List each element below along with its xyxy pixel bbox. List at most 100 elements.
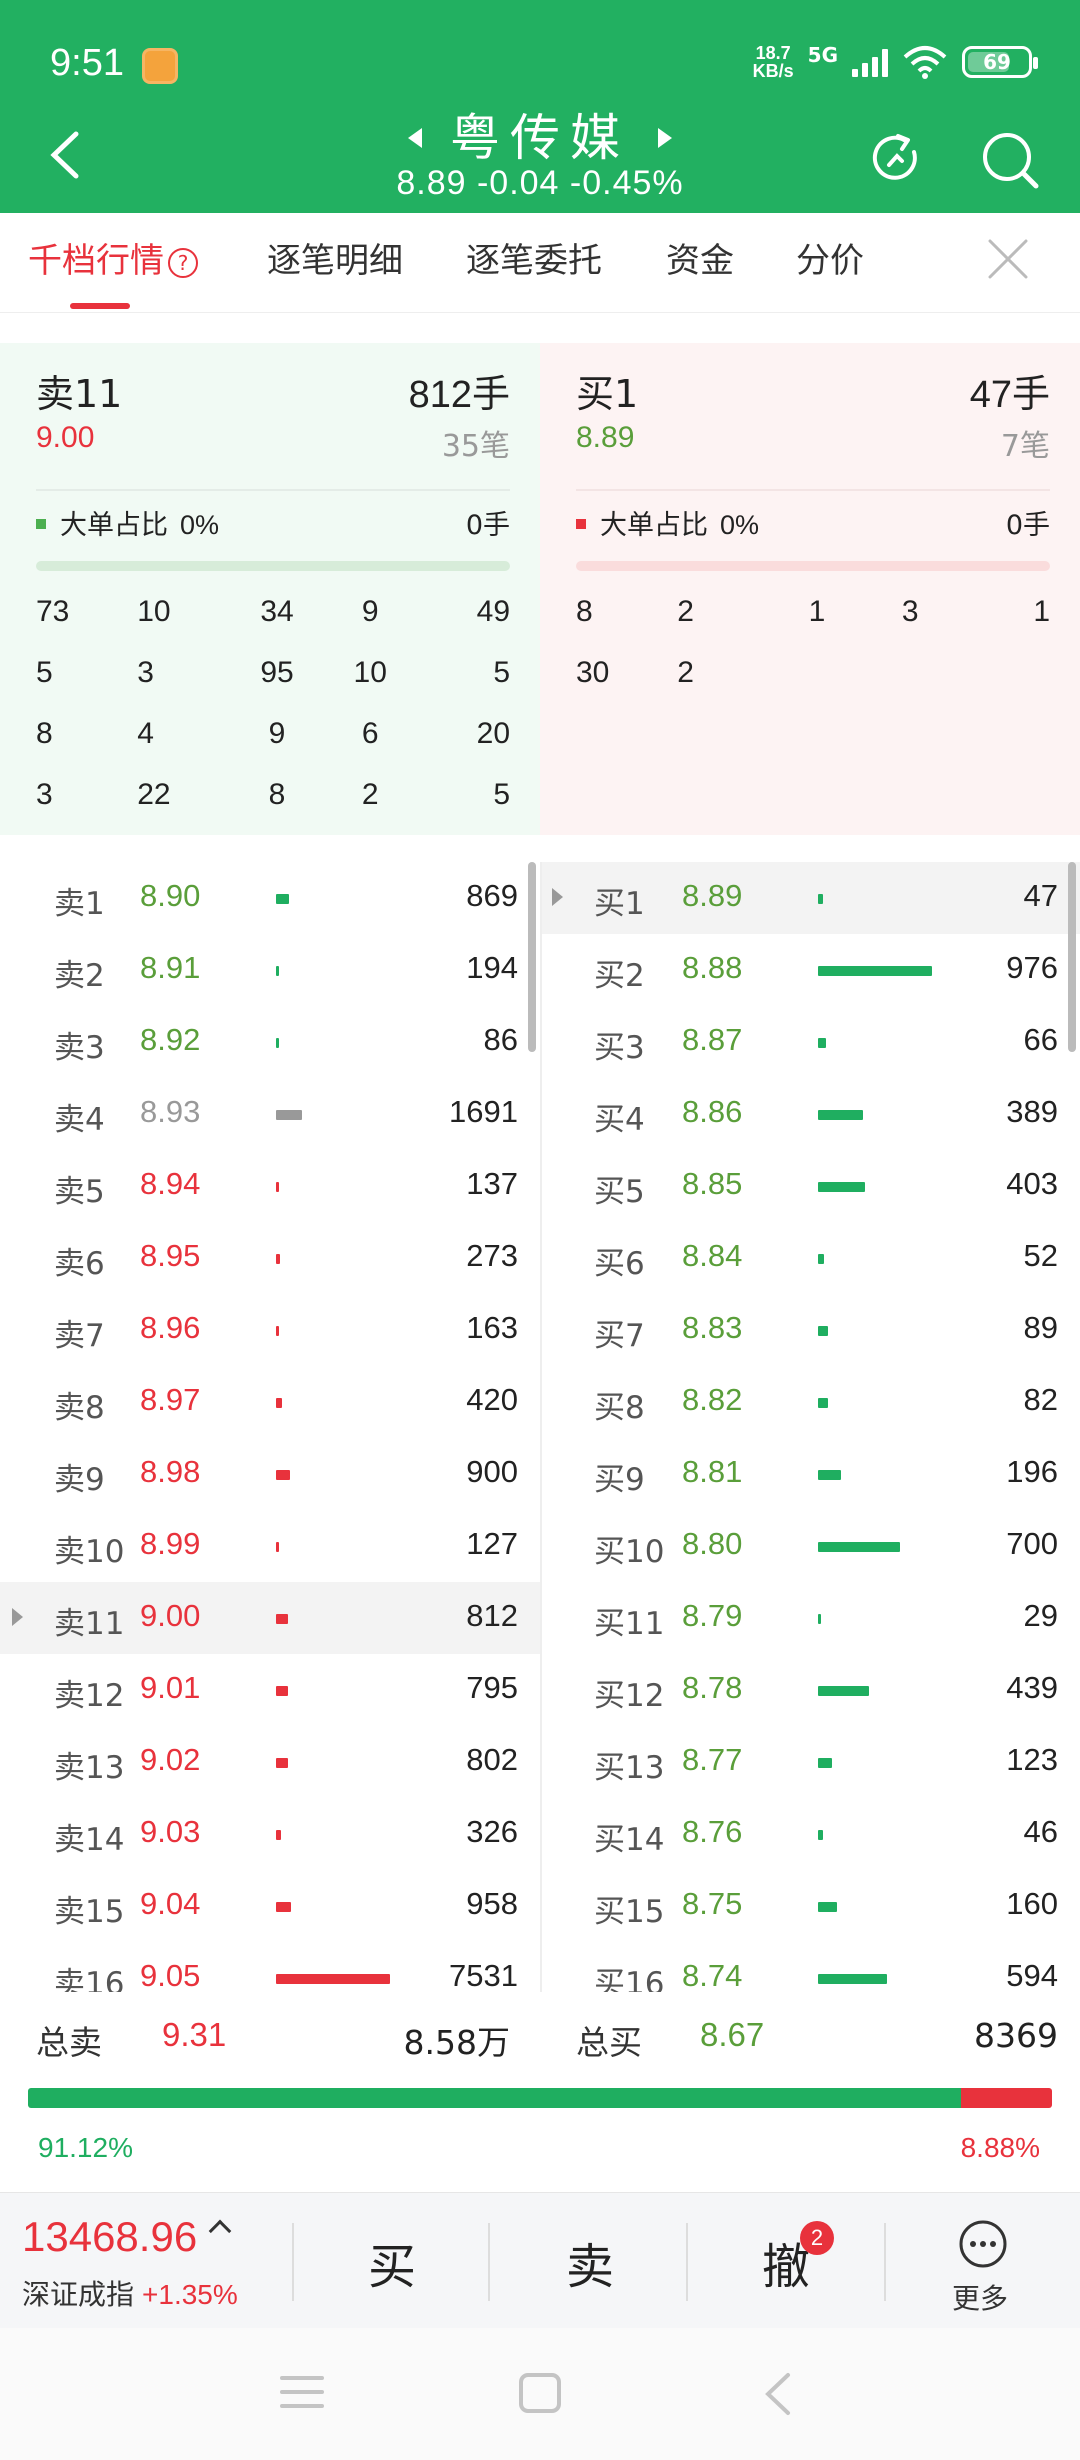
level-price: 8.77 <box>682 1742 743 1777</box>
refresh-icon[interactable] <box>868 130 924 186</box>
order-book-row[interactable]: 买13 8.77 123 <box>542 1726 1080 1798</box>
order-book-row[interactable]: 卖8 8.97 420 <box>0 1366 540 1438</box>
level-label: 卖3 <box>54 1030 105 1066</box>
order-book-row[interactable]: 买9 8.81 196 <box>542 1438 1080 1510</box>
level-label: 买13 <box>594 1750 665 1786</box>
next-stock-arrow-icon[interactable] <box>658 128 672 148</box>
big-order-label: 大单占比 0% <box>600 510 760 541</box>
sell-panel-count: 35笔 <box>441 429 510 464</box>
level-volume: 700 <box>1006 1526 1058 1561</box>
buy-panel-volume: 47手 <box>969 374 1050 416</box>
divider <box>576 489 1050 491</box>
order-book-row[interactable]: 买11 8.79 29 <box>542 1582 1080 1654</box>
order-book-row[interactable]: 卖16 9.05 7531 <box>0 1942 540 1992</box>
home-icon[interactable] <box>518 2372 562 2414</box>
system-nav-bar <box>0 2328 1080 2460</box>
order-book-row[interactable]: 买7 8.83 89 <box>542 1294 1080 1366</box>
tab-tick-orders[interactable]: 逐笔委托 <box>466 241 602 281</box>
order-book-row[interactable]: 卖6 8.95 273 <box>0 1222 540 1294</box>
grid-row: 8 4 9 6 20 <box>36 717 510 778</box>
order-book-row[interactable]: 卖13 9.02 802 <box>0 1726 540 1798</box>
order-book-row[interactable]: 买12 8.78 439 <box>542 1654 1080 1726</box>
divider <box>36 489 510 491</box>
sell-scrollbar[interactable] <box>528 862 536 1052</box>
sell-order-book[interactable]: 卖1 8.90 869 卖2 8.91 194 卖3 8.92 86 卖4 8.93 1691 卖5 8.… <box>0 862 540 1992</box>
big-order-dot-icon <box>36 519 46 529</box>
level-volume: 52 <box>1023 1238 1058 1273</box>
order-book-row[interactable]: 买14 8.76 46 <box>542 1798 1080 1870</box>
level-volume: 958 <box>466 1886 518 1921</box>
close-icon[interactable] <box>986 237 1030 281</box>
level-volume: 795 <box>466 1670 518 1705</box>
search-icon[interactable] <box>980 130 1040 190</box>
cancel-badge: 2 <box>800 2221 834 2255</box>
tab-tick-detail[interactable]: 逐笔明细 <box>267 241 403 281</box>
cancel-order-button[interactable]: 撤 <box>762 2239 811 2295</box>
level-label: 买16 <box>594 1966 665 1992</box>
level-volume: 66 <box>1023 1022 1058 1057</box>
order-book-row[interactable]: 卖10 8.99 127 <box>0 1510 540 1582</box>
order-book-row[interactable]: 买6 8.84 52 <box>542 1222 1080 1294</box>
order-book-row[interactable]: 卖1 8.90 869 <box>0 862 540 934</box>
total-sell-price: 9.31 <box>162 2016 227 2053</box>
buy-sell-ratio-bar <box>28 2088 1052 2108</box>
level-price: 8.84 <box>682 1238 743 1273</box>
order-count-cell: 95 <box>260 656 294 689</box>
order-book-row[interactable]: 买15 8.75 160 <box>542 1870 1080 1942</box>
level-price: 9.00 <box>140 1598 201 1633</box>
level-price: 8.98 <box>140 1454 201 1489</box>
order-book-row[interactable]: 卖9 8.98 900 <box>0 1438 540 1510</box>
level-volume: 196 <box>1006 1454 1058 1489</box>
order-book-row[interactable]: 卖4 8.93 1691 <box>0 1078 540 1150</box>
volume-bar <box>276 1902 291 1912</box>
level-price: 8.83 <box>682 1310 743 1345</box>
level-label: 卖13 <box>54 1750 125 1786</box>
order-book-row[interactable]: 卖7 8.96 163 <box>0 1294 540 1366</box>
buy-scrollbar[interactable] <box>1068 862 1076 1052</box>
tab-depth[interactable]: 千档行情? <box>28 233 198 282</box>
sell-button[interactable]: 卖 <box>566 2239 615 2295</box>
more-button-label[interactable]: 更多 <box>952 2282 1009 2315</box>
volume-bar <box>818 894 824 904</box>
buy-panel-label: 买1 <box>576 372 639 416</box>
level-label: 卖2 <box>54 958 105 994</box>
order-book-row[interactable]: 买4 8.86 389 <box>542 1078 1080 1150</box>
level-volume: 869 <box>466 878 518 913</box>
tab-funds[interactable]: 资金 <box>666 241 734 281</box>
stock-quote: 8.89 -0.04 -0.45% <box>396 164 684 202</box>
order-book-row[interactable]: 买1 8.89 47 <box>542 862 1080 934</box>
back-button[interactable] <box>46 130 86 179</box>
order-book-row[interactable]: 卖12 9.01 795 <box>0 1654 540 1726</box>
level-volume: 123 <box>1006 1742 1058 1777</box>
level-label: 买2 <box>594 958 645 994</box>
order-book-row[interactable]: 买8 8.82 82 <box>542 1366 1080 1438</box>
nav-back-icon[interactable] <box>762 2372 792 2416</box>
volume-bar <box>818 1902 837 1912</box>
order-book-row[interactable]: 卖2 8.91 194 <box>0 934 540 1006</box>
prev-stock-arrow-icon[interactable] <box>408 128 422 148</box>
more-icon[interactable] <box>958 2219 1008 2269</box>
order-count-cell: 3 <box>36 778 53 811</box>
order-book-row[interactable]: 卖15 9.04 958 <box>0 1870 540 1942</box>
help-icon[interactable]: ? <box>168 247 198 278</box>
volume-bar <box>818 1398 828 1408</box>
level-volume: 46 <box>1023 1814 1058 1849</box>
buy-order-book[interactable]: 买1 8.89 47 买2 8.88 976 买3 8.87 66 买4 8.86 389 买5 8.85… <box>540 862 1080 1992</box>
order-book-row[interactable]: 买2 8.88 976 <box>542 934 1080 1006</box>
order-book-row[interactable]: 买3 8.87 66 <box>542 1006 1080 1078</box>
level-label: 卖8 <box>54 1390 105 1426</box>
order-book-row[interactable]: 买16 8.74 594 <box>542 1942 1080 1992</box>
order-book-row[interactable]: 买5 8.85 403 <box>542 1150 1080 1222</box>
tab-price-dist[interactable]: 分价 <box>796 241 864 281</box>
order-book-row[interactable]: 买10 8.80 700 <box>542 1510 1080 1582</box>
order-book-row[interactable]: 卖14 9.03 326 <box>0 1798 540 1870</box>
order-book-row[interactable]: 卖5 8.94 137 <box>0 1150 540 1222</box>
buy-button[interactable]: 买 <box>368 2239 417 2295</box>
volume-bar <box>818 1686 870 1696</box>
order-book-row[interactable]: 卖11 9.00 812 <box>0 1582 540 1654</box>
level-price: 8.80 <box>682 1526 743 1561</box>
volume-bar <box>818 966 932 976</box>
menu-icon[interactable] <box>280 2372 324 2412</box>
order-book-row[interactable]: 卖3 8.92 86 <box>0 1006 540 1078</box>
volume-bar <box>276 1182 279 1192</box>
